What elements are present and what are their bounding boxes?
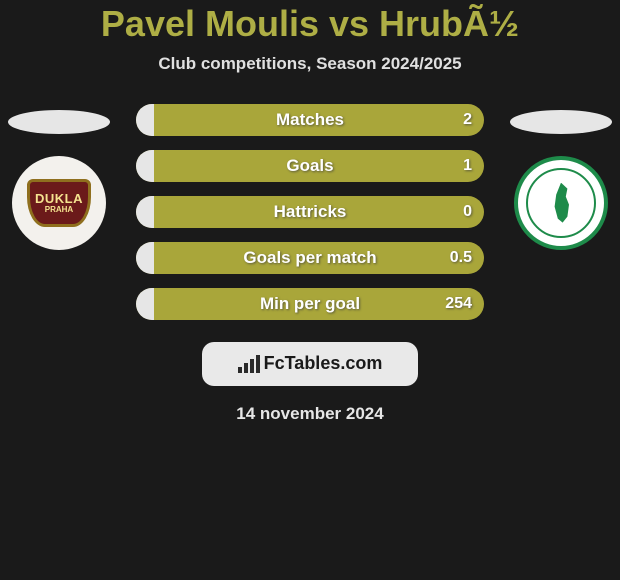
crest-left-text1: DUKLA <box>35 192 83 205</box>
bar-value: 0 <box>463 203 472 221</box>
bar-left-cap <box>136 196 154 228</box>
club-right <box>502 104 620 250</box>
bar-label: Hattricks <box>274 202 347 222</box>
bar-label: Matches <box>276 110 344 130</box>
bar-left-cap <box>136 104 154 136</box>
bar-value: 254 <box>445 295 472 313</box>
crest-left-shield: DUKLA PRAHA <box>27 179 91 227</box>
subtitle: Club competitions, Season 2024/2025 <box>0 54 620 74</box>
stat-bar-goals-per-match: Goals per match 0.5 <box>136 242 484 274</box>
stat-bar-min-per-goal: Min per goal 254 <box>136 288 484 320</box>
page-title: Pavel Moulis vs HrubÃ½ <box>0 4 620 44</box>
stat-bar-matches: Matches 2 <box>136 104 484 136</box>
club-left: DUKLA PRAHA <box>0 104 118 250</box>
left-oval <box>8 110 110 134</box>
bar-left-cap <box>136 288 154 320</box>
logo-bars-icon <box>238 355 260 373</box>
right-oval <box>510 110 612 134</box>
root: Pavel Moulis vs HrubÃ½ Club competitions… <box>0 0 620 580</box>
bar-value: 0.5 <box>450 249 472 267</box>
club-crest-right <box>514 156 608 250</box>
bar-value: 1 <box>463 157 472 175</box>
stat-bar-hattricks: Hattricks 0 <box>136 196 484 228</box>
bar-label: Goals <box>286 156 333 176</box>
bar-label: Goals per match <box>243 248 376 268</box>
crest-left-text2: PRAHA <box>45 206 73 214</box>
club-crest-left: DUKLA PRAHA <box>12 156 106 250</box>
bar-label: Min per goal <box>260 294 360 314</box>
bar-value: 2 <box>463 111 472 129</box>
bar-left-cap <box>136 242 154 274</box>
logo-text: FcTables.com <box>264 353 383 374</box>
bar-left-cap <box>136 150 154 182</box>
fctables-logo: FcTables.com <box>202 342 418 386</box>
content: DUKLA PRAHA Matches 2 Goals <box>0 104 620 424</box>
stat-bars: Matches 2 Goals 1 Hattricks 0 Goals per … <box>136 104 484 320</box>
stat-bar-goals: Goals 1 <box>136 150 484 182</box>
date-text: 14 november 2024 <box>0 404 620 424</box>
